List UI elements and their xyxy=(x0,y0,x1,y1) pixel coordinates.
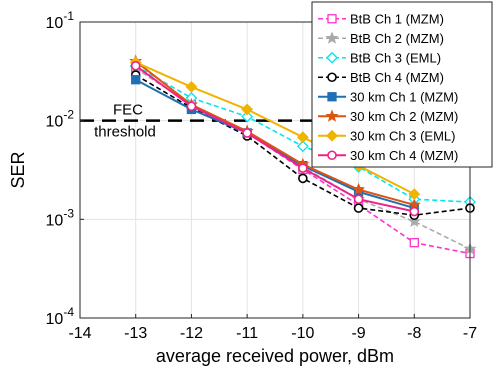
x-tick-label: -12 xyxy=(180,325,203,342)
data-point xyxy=(296,131,309,144)
y-tick-label: 10-4 xyxy=(46,305,75,328)
legend-box xyxy=(311,1,493,168)
legend-marker xyxy=(327,150,337,161)
legend-label: BtB Ch 1 (MZM) xyxy=(350,11,444,26)
x-tick-label: -8 xyxy=(407,325,421,342)
data-point xyxy=(408,188,421,201)
x-tick-label: -9 xyxy=(351,325,365,342)
series-line xyxy=(135,61,415,195)
legend-label: BtB Ch 3 (EML) xyxy=(350,50,441,65)
y-axis-label: SER xyxy=(8,151,28,188)
series-8 xyxy=(130,60,420,217)
axes-box xyxy=(79,21,471,319)
data-point xyxy=(298,163,308,173)
data-point xyxy=(186,101,197,112)
data-point xyxy=(241,103,254,116)
legend-marker xyxy=(327,14,337,24)
series-7 xyxy=(129,56,421,201)
series-line xyxy=(135,78,415,210)
legend-marker xyxy=(325,31,339,44)
data-point xyxy=(242,128,252,138)
legend-label: BtB Ch 4 (MZM) xyxy=(350,70,444,85)
data-point xyxy=(185,80,198,93)
x-tick-label: -14 xyxy=(68,325,91,342)
y-tick-label: 10-2 xyxy=(46,108,75,131)
data-point xyxy=(352,182,366,196)
y-axis-ticks: 10-4 10-3 10-2 10-1 xyxy=(46,9,84,328)
legend-label: 30 km Ch 3 (EML) xyxy=(350,128,455,143)
x-axis-ticks: -14 -13 -12 -11 -10 -9 -8 -7 xyxy=(68,314,477,342)
y-tick-label: 10-3 xyxy=(46,206,75,229)
x-axis-label: average received power, dBm xyxy=(156,346,394,366)
x-tick-label: -11 xyxy=(236,325,258,342)
legend-marker xyxy=(327,92,337,102)
data-point xyxy=(298,173,308,184)
series-group xyxy=(129,54,477,259)
x-tick-label: -7 xyxy=(463,325,477,342)
data-point xyxy=(353,194,364,204)
data-point xyxy=(409,206,420,217)
legend-label: 30 km Ch 4 (MZM) xyxy=(350,148,458,163)
data-point xyxy=(241,110,254,123)
data-point xyxy=(131,75,141,85)
x-tick-label: -10 xyxy=(291,325,314,342)
data-point xyxy=(409,238,419,248)
data-point xyxy=(130,60,141,71)
series-line xyxy=(135,60,415,206)
series-line xyxy=(135,64,415,213)
legend-marker xyxy=(325,109,339,122)
x-tick-label: -13 xyxy=(124,325,147,342)
legend-marker xyxy=(326,51,338,64)
fec-threshold-label-line1: FEC xyxy=(113,102,143,119)
data-point xyxy=(296,140,309,153)
legend-label: 30 km Ch 1 (MZM) xyxy=(350,89,458,104)
data-point xyxy=(353,203,364,213)
data-point xyxy=(407,214,421,228)
legend: BtB Ch 1 (MZM) BtB Ch 2 (MZM) BtB Ch 3 (EM… xyxy=(311,1,493,168)
legend-label: 30 km Ch 2 (MZM) xyxy=(350,109,458,124)
legend-marker xyxy=(326,129,338,142)
y-tick-label: 10-1 xyxy=(46,9,75,32)
legend-label: BtB Ch 2 (MZM) xyxy=(350,31,444,46)
fec-threshold: FEC threshold xyxy=(80,102,470,141)
fec-threshold-label-line2: threshold xyxy=(94,124,156,141)
legend-marker xyxy=(327,72,337,83)
